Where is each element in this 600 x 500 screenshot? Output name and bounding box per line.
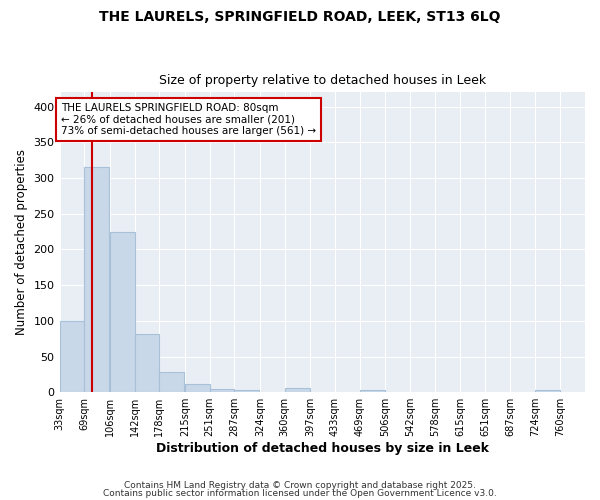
Bar xyxy=(85,168,109,392)
Bar xyxy=(160,372,184,392)
Bar xyxy=(185,384,209,392)
Bar xyxy=(285,388,310,392)
Y-axis label: Number of detached properties: Number of detached properties xyxy=(15,150,28,336)
Text: THE LAURELS, SPRINGFIELD ROAD, LEEK, ST13 6LQ: THE LAURELS, SPRINGFIELD ROAD, LEEK, ST1… xyxy=(99,10,501,24)
Bar xyxy=(209,388,235,392)
Text: THE LAURELS SPRINGFIELD ROAD: 80sqm
← 26% of detached houses are smaller (201)
7: THE LAURELS SPRINGFIELD ROAD: 80sqm ← 26… xyxy=(61,103,316,136)
Text: Contains public sector information licensed under the Open Government Licence v3: Contains public sector information licen… xyxy=(103,488,497,498)
Text: Contains HM Land Registry data © Crown copyright and database right 2025.: Contains HM Land Registry data © Crown c… xyxy=(124,481,476,490)
Bar xyxy=(235,390,259,392)
Title: Size of property relative to detached houses in Leek: Size of property relative to detached ho… xyxy=(159,74,486,87)
Bar xyxy=(535,390,560,392)
Bar xyxy=(360,390,385,392)
Bar xyxy=(110,232,134,392)
X-axis label: Distribution of detached houses by size in Leek: Distribution of detached houses by size … xyxy=(156,442,489,455)
Bar xyxy=(59,321,85,392)
Bar xyxy=(134,334,160,392)
